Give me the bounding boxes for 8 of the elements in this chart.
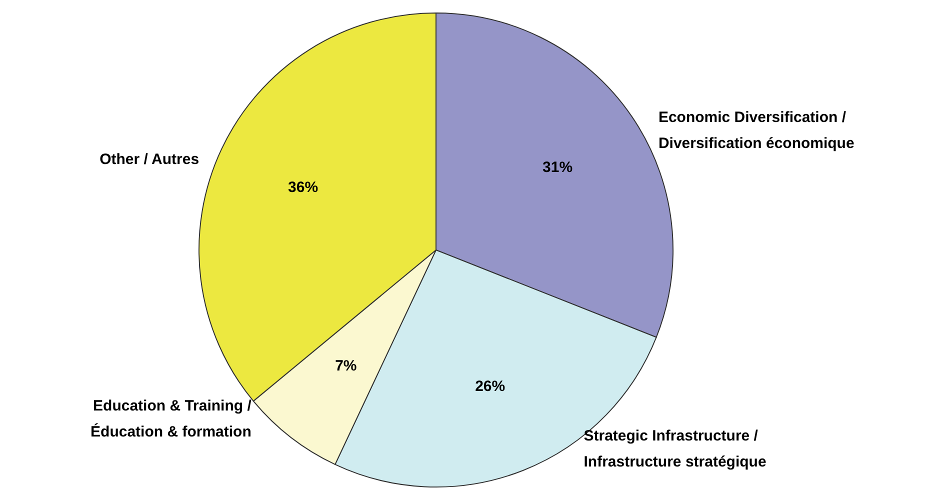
slice-label: Education & Training / Éducation & formation [90, 397, 252, 440]
slice-label: Economic Diversification / Diversification économique [658, 108, 854, 152]
slice-label: Other / Autres [100, 150, 200, 168]
data-label: 31% [542, 158, 573, 176]
data-label: 36% [288, 178, 318, 196]
data-label: 26% [475, 378, 506, 396]
slice-label: Strategic Infrastructure / Infrastructure stratégique [584, 426, 766, 470]
data-label: 7% [335, 358, 357, 375]
